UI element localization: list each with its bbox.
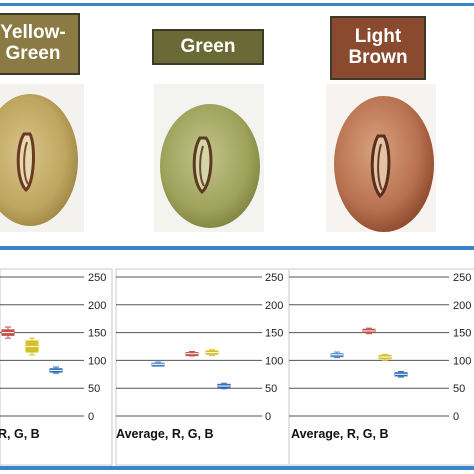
y-tick-label: 250 bbox=[265, 272, 283, 284]
seed-image-green bbox=[154, 84, 264, 232]
y-tick-label: 0 bbox=[265, 411, 271, 423]
y-tick-label: 50 bbox=[88, 383, 100, 395]
y-tick-label: 0 bbox=[453, 411, 459, 423]
label-yellow-green: Yellow- Green bbox=[0, 13, 80, 75]
label-green: Green bbox=[152, 29, 264, 65]
seed-image-light-brown bbox=[326, 84, 436, 232]
y-tick-label: 0 bbox=[88, 411, 94, 423]
bottom-border bbox=[0, 466, 474, 470]
y-tick-label: 100 bbox=[88, 355, 106, 367]
y-tick-label: 150 bbox=[265, 328, 283, 340]
top-border bbox=[0, 3, 474, 6]
y-tick-label: 200 bbox=[88, 300, 106, 312]
x-axis-label: Average, R, G, B bbox=[116, 427, 214, 441]
y-tick-label: 150 bbox=[453, 328, 471, 340]
middle-border bbox=[0, 246, 474, 250]
label-light-brown-line1: Light bbox=[354, 26, 402, 48]
chart-frame bbox=[288, 268, 474, 466]
chart-panel-3: 0 50 100 150 200 250 Average, R, G, B bbox=[288, 268, 474, 466]
y-tick-label: 200 bbox=[453, 300, 471, 312]
chart-frame bbox=[115, 268, 288, 466]
y-tick-label: 200 bbox=[265, 300, 283, 312]
label-yellow-green-line2: Green bbox=[5, 43, 61, 64]
x-axis-label: Average, R, G, B bbox=[291, 427, 389, 441]
x-axis-label: R, G, B bbox=[0, 427, 40, 441]
chart-frame bbox=[0, 268, 113, 466]
y-tick-label: 100 bbox=[453, 355, 471, 367]
label-light-brown: Light Brown bbox=[330, 16, 426, 80]
y-tick-label: 100 bbox=[265, 355, 283, 367]
label-light-brown-line2: Brown bbox=[348, 47, 408, 68]
label-yellow-green-line1: Yellow- bbox=[0, 22, 66, 44]
y-tick-label: 150 bbox=[88, 328, 106, 340]
seed-image-yellow-green bbox=[0, 84, 84, 232]
label-green-line1: Green bbox=[180, 35, 236, 57]
chart-panel-1: 0 50 100 150 200 250 R, G, B bbox=[0, 268, 113, 466]
chart-panel-2: 0 50 100 150 200 250 Average, R, G, B bbox=[115, 268, 288, 466]
y-tick-label: 250 bbox=[88, 272, 106, 284]
y-tick-label: 50 bbox=[453, 383, 465, 395]
y-tick-label: 250 bbox=[453, 272, 471, 284]
y-tick-label: 50 bbox=[265, 383, 277, 395]
